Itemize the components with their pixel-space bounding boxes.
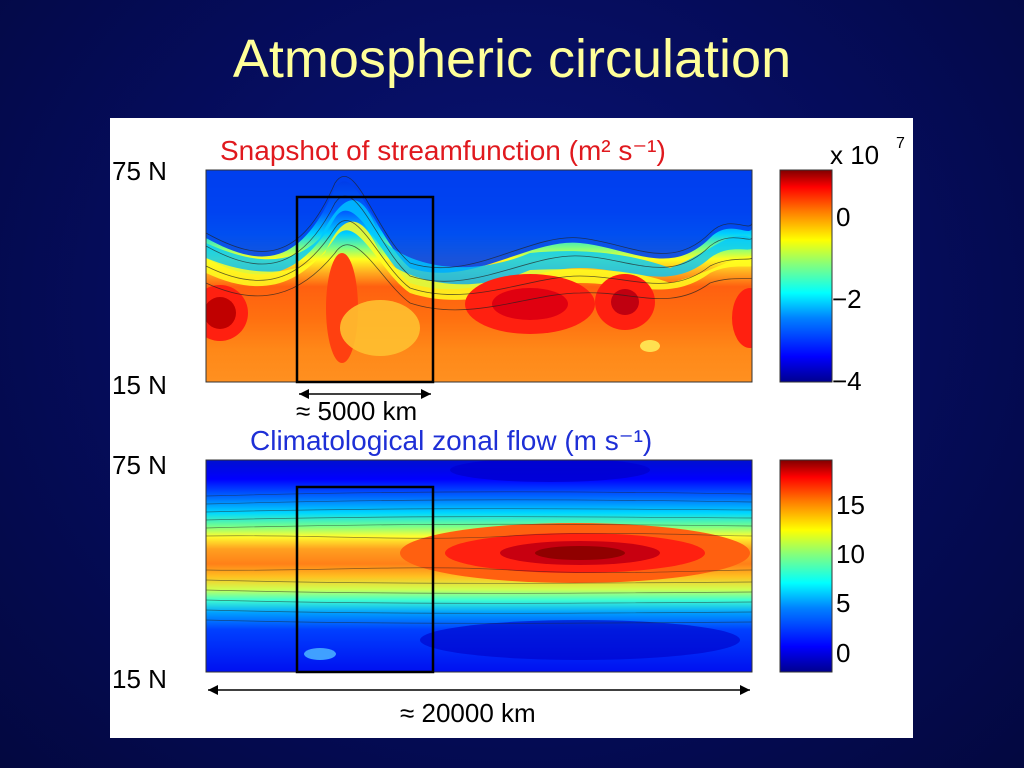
top-panel-title: Snapshot of streamfunction (m² s⁻¹) <box>220 135 666 166</box>
figure-svg: Snapshot of streamfunction (m² s⁻¹) 75 N… <box>112 135 905 728</box>
streamfunction-map <box>206 170 752 382</box>
top-highlight-box <box>295 195 435 384</box>
top-colorbar-multiplier: x 10 <box>830 140 879 170</box>
scale-arrow-20000km <box>208 685 750 695</box>
top-colorbar-tick-1: −2 <box>832 284 862 314</box>
figure-panel: Snapshot of streamfunction (m² s⁻¹) 75 N… <box>110 118 913 738</box>
bottom-colorbar <box>779 459 833 673</box>
top-y-label-75n: 75 N <box>112 156 167 186</box>
bottom-highlight-box <box>295 485 435 674</box>
bottom-map-frame <box>205 459 753 673</box>
bottom-colorbar-tick-2: 5 <box>836 588 850 618</box>
top-colorbar <box>779 169 833 383</box>
bottom-y-label-75n: 75 N <box>112 450 167 480</box>
scale-label-20000km: ≈ 20000 km <box>400 698 536 728</box>
top-colorbar-exponent: 7 <box>896 135 905 152</box>
bottom-y-label-15n: 15 N <box>112 664 167 694</box>
zonal-flow-map <box>206 460 752 672</box>
bottom-colorbar-tick-0: 15 <box>836 490 865 520</box>
bottom-panel-title: Climatological zonal flow (m s⁻¹) <box>250 425 652 456</box>
top-y-label-15n: 15 N <box>112 370 167 400</box>
scale-label-5000km: ≈ 5000 km <box>296 396 417 426</box>
top-colorbar-tick-0: 0 <box>836 202 850 232</box>
top-colorbar-tick-2: −4 <box>832 366 862 396</box>
bottom-colorbar-tick-3: 0 <box>836 638 850 668</box>
scale-arrow-5000km <box>299 389 431 399</box>
slide-title: Atmospheric circulation <box>232 29 792 89</box>
top-map-frame <box>205 169 753 383</box>
bottom-colorbar-tick-1: 10 <box>836 539 865 569</box>
